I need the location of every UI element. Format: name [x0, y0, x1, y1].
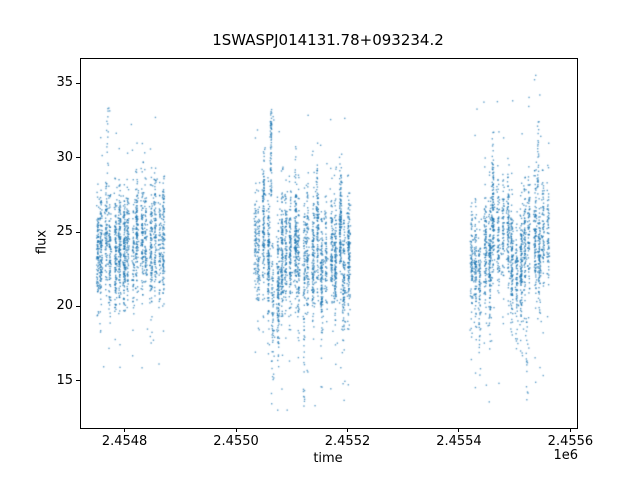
y-tick-label: 25 [56, 224, 73, 240]
x-tick-mark [347, 428, 348, 432]
y-tick-mark [76, 157, 80, 159]
x-tick-mark [458, 428, 460, 432]
plot-area [80, 58, 578, 429]
x-tick-label: 2.4548 [101, 434, 148, 449]
y-tick-mark [76, 82, 80, 84]
x-tick-label: 2.4550 [213, 434, 259, 449]
chart-title: 1SWASPJ014131.78+093234.2 [212, 31, 444, 49]
x-axis-label: time [313, 451, 343, 466]
x-tick-label: 2.4556 [547, 434, 594, 449]
x-tick-label: 2.4554 [436, 434, 482, 449]
scatter-canvas [81, 59, 577, 428]
y-tick-label: 20 [56, 298, 73, 314]
x-tick-mark [569, 428, 571, 432]
y-tick-mark [76, 305, 80, 307]
y-tick-mark [76, 380, 80, 382]
x-tick-label: 2.4552 [324, 434, 371, 449]
y-tick-label: 30 [56, 149, 73, 165]
x-tick-mark [124, 428, 126, 432]
y-tick-label: 15 [56, 372, 73, 388]
y-tick-mark [76, 231, 80, 233]
y-tick-label: 35 [56, 75, 73, 91]
x-tick-mark [235, 428, 237, 432]
x-axis-offset-label: 1e6 [553, 448, 578, 463]
